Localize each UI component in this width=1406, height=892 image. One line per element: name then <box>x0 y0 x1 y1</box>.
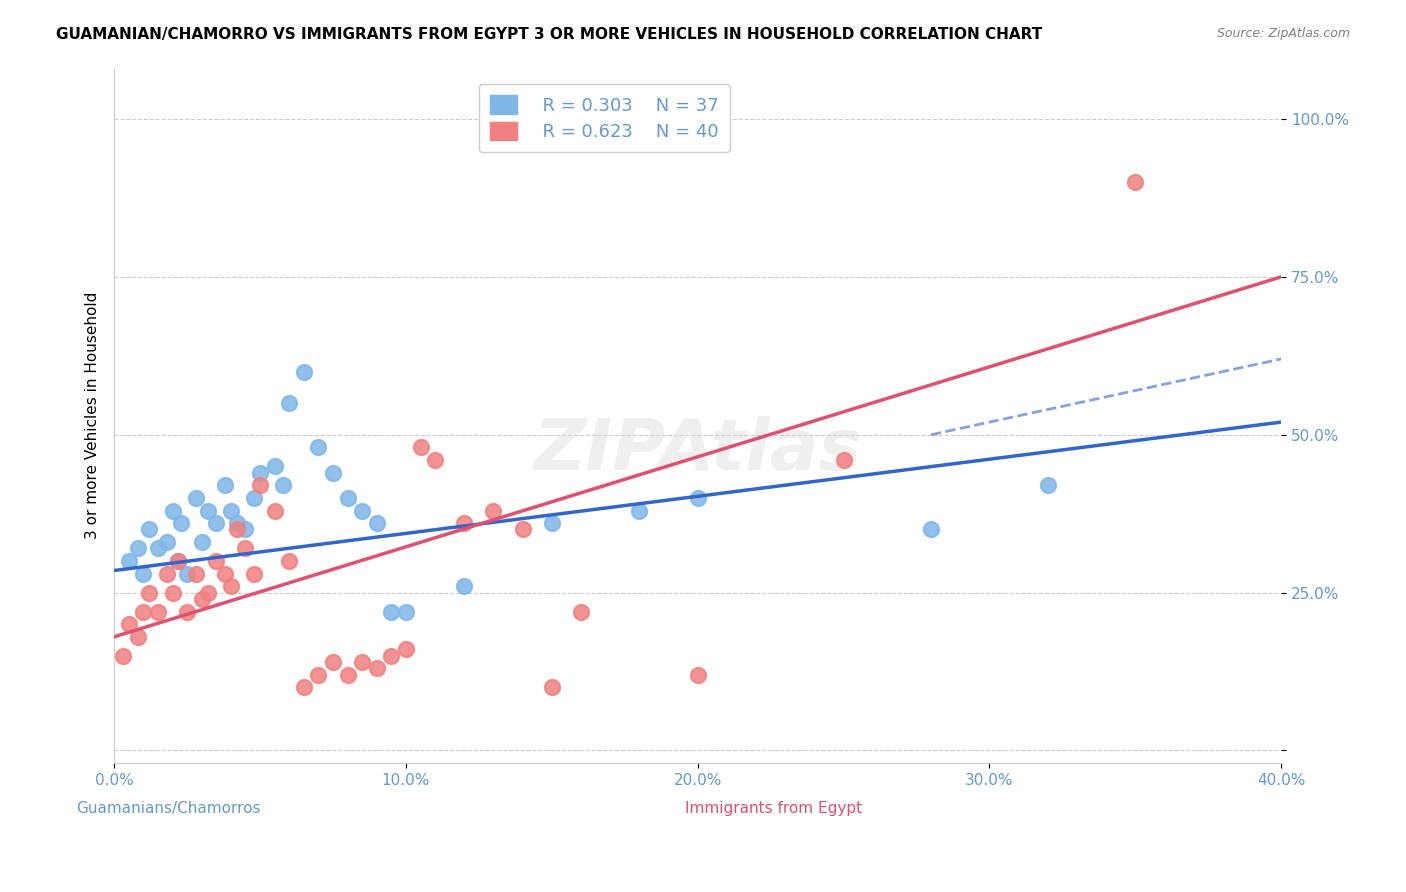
Point <box>278 396 301 410</box>
Point <box>453 579 475 593</box>
Point <box>920 523 942 537</box>
Point <box>249 466 271 480</box>
Point <box>205 554 228 568</box>
Point <box>214 566 236 581</box>
Point <box>380 605 402 619</box>
Point <box>243 566 266 581</box>
Point <box>686 491 709 505</box>
Point <box>184 566 207 581</box>
Point <box>352 655 374 669</box>
Point <box>184 491 207 505</box>
Point <box>307 667 329 681</box>
Point <box>205 516 228 530</box>
Point <box>249 478 271 492</box>
Point <box>138 523 160 537</box>
Point <box>219 503 242 517</box>
Point <box>219 579 242 593</box>
Point <box>146 605 169 619</box>
Point <box>322 466 344 480</box>
Point <box>352 503 374 517</box>
Point <box>235 541 257 556</box>
Point <box>132 605 155 619</box>
Point <box>156 566 179 581</box>
Point <box>225 523 247 537</box>
Point <box>132 566 155 581</box>
Point <box>162 585 184 599</box>
Point <box>156 535 179 549</box>
Point <box>176 566 198 581</box>
Point <box>118 617 141 632</box>
Point <box>395 605 418 619</box>
Point <box>366 661 388 675</box>
Legend:   R = 0.303    N = 37,   R = 0.623    N = 40: R = 0.303 N = 37, R = 0.623 N = 40 <box>479 85 730 152</box>
Point <box>197 585 219 599</box>
Point <box>423 453 446 467</box>
Point <box>307 441 329 455</box>
Y-axis label: 3 or more Vehicles in Household: 3 or more Vehicles in Household <box>86 292 100 540</box>
Point <box>686 667 709 681</box>
Text: Source: ZipAtlas.com: Source: ZipAtlas.com <box>1216 27 1350 40</box>
Point <box>263 503 285 517</box>
Point <box>336 491 359 505</box>
Point <box>111 648 134 663</box>
Point <box>214 478 236 492</box>
Point <box>197 503 219 517</box>
Point <box>278 554 301 568</box>
Point <box>190 535 212 549</box>
Point <box>127 630 149 644</box>
Point <box>167 554 190 568</box>
Point <box>146 541 169 556</box>
Text: ZIPAtlas: ZIPAtlas <box>533 416 862 485</box>
Point <box>628 503 651 517</box>
Point <box>118 554 141 568</box>
Point <box>322 655 344 669</box>
Point <box>263 459 285 474</box>
Text: Immigrants from Egypt: Immigrants from Egypt <box>685 801 862 816</box>
Text: Guamanians/Chamorros: Guamanians/Chamorros <box>76 801 262 816</box>
Point <box>540 681 562 695</box>
Point <box>190 591 212 606</box>
Point <box>380 648 402 663</box>
Point <box>292 681 315 695</box>
Point <box>243 491 266 505</box>
Point <box>540 516 562 530</box>
Point <box>409 441 432 455</box>
Point <box>162 503 184 517</box>
Point <box>176 605 198 619</box>
Point <box>395 642 418 657</box>
Point <box>235 523 257 537</box>
Point <box>453 516 475 530</box>
Point <box>170 516 193 530</box>
Point <box>832 453 855 467</box>
Point <box>127 541 149 556</box>
Point <box>336 667 359 681</box>
Point <box>512 523 534 537</box>
Point <box>1036 478 1059 492</box>
Point <box>292 365 315 379</box>
Point <box>366 516 388 530</box>
Point <box>482 503 505 517</box>
Text: GUAMANIAN/CHAMORRO VS IMMIGRANTS FROM EGYPT 3 OR MORE VEHICLES IN HOUSEHOLD CORR: GUAMANIAN/CHAMORRO VS IMMIGRANTS FROM EG… <box>56 27 1042 42</box>
Point <box>167 554 190 568</box>
Point <box>138 585 160 599</box>
Point <box>1123 175 1146 189</box>
Point <box>569 605 592 619</box>
Point <box>225 516 247 530</box>
Point <box>273 478 295 492</box>
